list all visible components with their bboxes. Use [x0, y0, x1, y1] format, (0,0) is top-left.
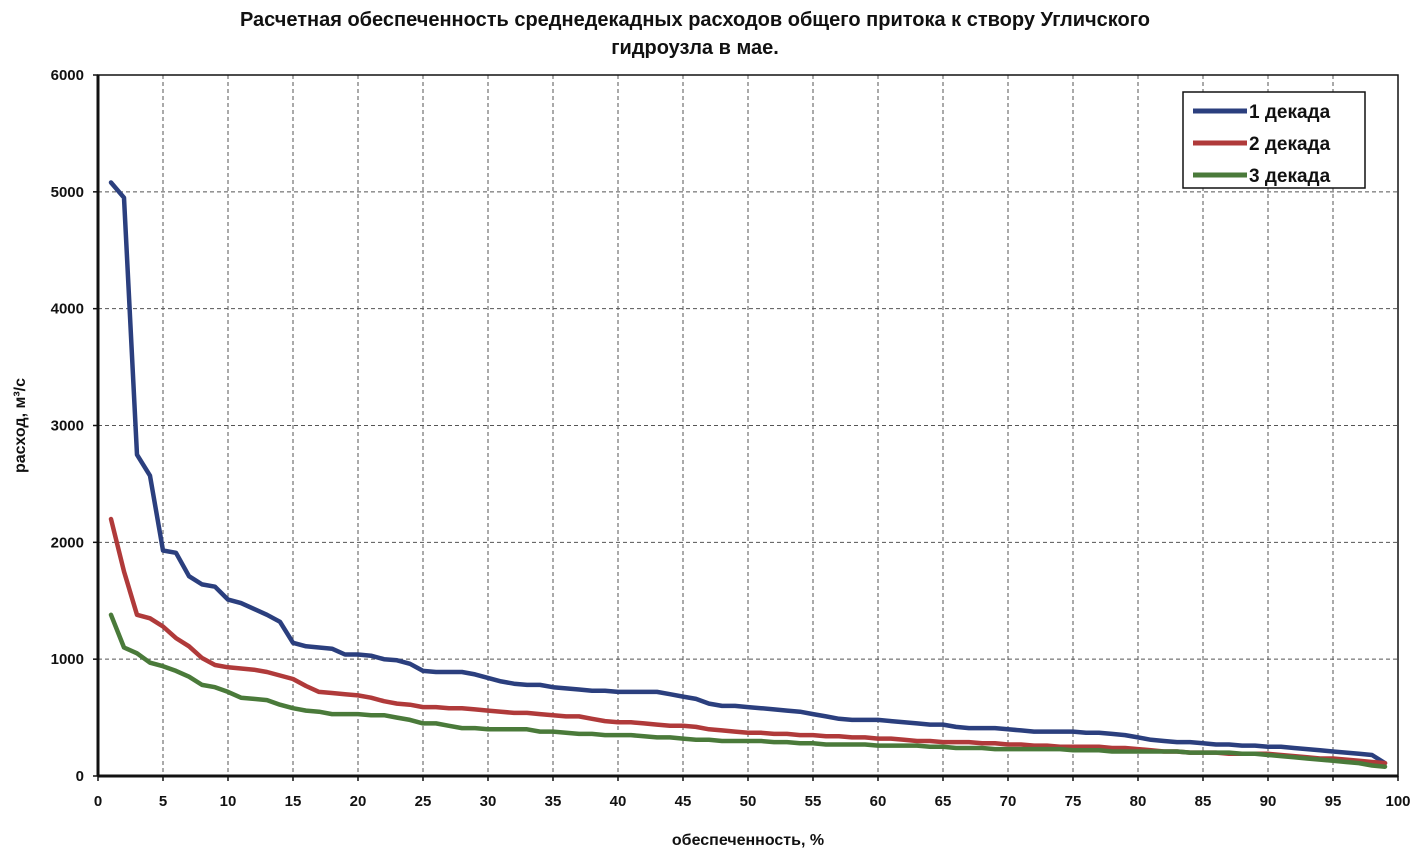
y-axis-label: расход, м³/с	[12, 378, 29, 473]
x-tick-label: 50	[740, 793, 757, 810]
x-tick-label: 15	[285, 793, 302, 810]
legend: 1 декада 2 декада 3 декада	[1182, 91, 1366, 189]
legend-label-3: 3 декада	[1249, 166, 1331, 187]
legend-box	[1182, 91, 1366, 189]
series-lines	[108, 180, 1388, 769]
series-line-1	[108, 180, 1388, 766]
y-tick-label: 3000	[51, 418, 84, 435]
x-tick-label: 95	[1325, 793, 1342, 810]
chart-title: Расчетная обеспеченность среднедекадных …	[60, 6, 1330, 62]
x-tick-label: 60	[870, 793, 887, 810]
y-tick-label: 0	[76, 768, 84, 785]
x-tick-label: 65	[935, 793, 952, 810]
x-tick-label: 45	[675, 793, 692, 810]
chart-title-line-2: гидроузла в мае.	[611, 37, 779, 59]
x-tick-label: 20	[350, 793, 367, 810]
x-tick-label: 75	[1065, 793, 1082, 810]
y-tick-label: 1000	[51, 651, 84, 668]
y-tick-label: 2000	[51, 534, 84, 551]
legend-label-2: 2 декада	[1249, 134, 1331, 155]
x-tick-label: 85	[1195, 793, 1212, 810]
chart-title-line-1: Расчетная обеспеченность среднедекадных …	[239, 9, 1151, 31]
x-tick-label: 25	[415, 793, 432, 810]
x-tick-label: 30	[480, 793, 497, 810]
x-tick-label: 40	[610, 793, 627, 810]
x-tick-label: 80	[1130, 793, 1147, 810]
grid	[98, 75, 1398, 776]
x-tick-label: 35	[545, 793, 562, 810]
x-tick-label: 90	[1260, 793, 1277, 810]
y-tick-label: 6000	[51, 67, 84, 84]
axis-ticks: 0 5 10 15 20 25 30 35 40 45 50 55 60 65 70 75 80 85 90 95 10…	[51, 67, 1411, 810]
y-tick-label: 5000	[51, 184, 84, 201]
x-tick-label: 100	[1385, 793, 1410, 810]
legend-label-1: 1 декада	[1249, 102, 1331, 123]
series-line-3	[108, 612, 1388, 769]
x-tick-label: 70	[1000, 793, 1017, 810]
x-tick-label: 0	[94, 793, 102, 810]
x-tick-label: 10	[220, 793, 237, 810]
x-tick-label: 5	[159, 793, 167, 810]
y-tick-label: 4000	[51, 301, 84, 318]
x-axis-label: обеспеченность, %	[672, 832, 824, 849]
x-tick-label: 55	[805, 793, 822, 810]
